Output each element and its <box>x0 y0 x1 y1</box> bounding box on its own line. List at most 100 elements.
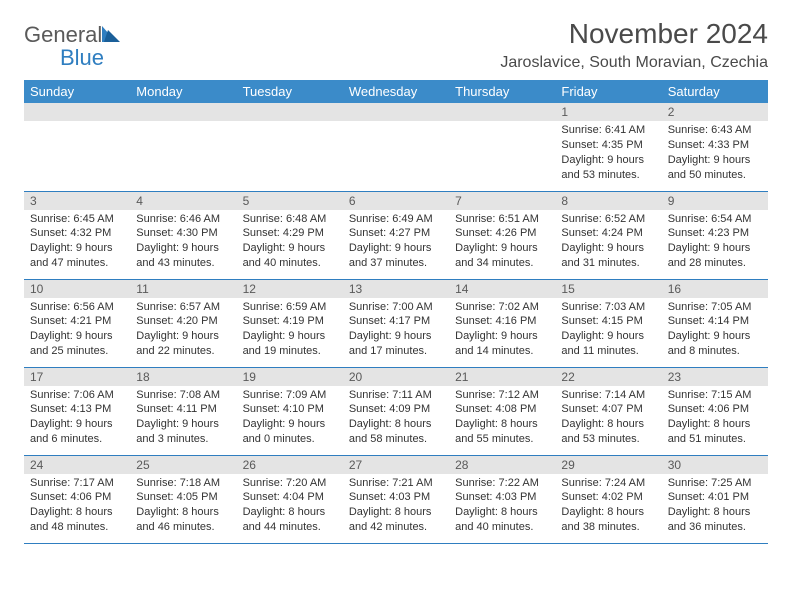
daylight-text: Daylight: 8 hours and 36 minutes. <box>668 505 762 535</box>
day-details: Sunrise: 6:54 AMSunset: 4:23 PMDaylight:… <box>662 210 768 275</box>
sunset-text: Sunset: 4:16 PM <box>455 314 549 329</box>
day-details: Sunrise: 7:09 AMSunset: 4:10 PMDaylight:… <box>237 386 343 451</box>
sunrise-text: Sunrise: 7:03 AM <box>561 300 655 315</box>
daylight-text: Daylight: 9 hours and 17 minutes. <box>349 329 443 359</box>
weekday-header: Thursday <box>449 80 555 103</box>
sunrise-text: Sunrise: 7:09 AM <box>243 388 337 403</box>
day-number: 30 <box>662 456 768 474</box>
calendar-day-cell: 14Sunrise: 7:02 AMSunset: 4:16 PMDayligh… <box>449 279 555 367</box>
sunset-text: Sunset: 4:21 PM <box>30 314 124 329</box>
sail-icon <box>102 26 122 47</box>
day-details: Sunrise: 7:06 AMSunset: 4:13 PMDaylight:… <box>24 386 130 451</box>
day-details: Sunrise: 7:00 AMSunset: 4:17 PMDaylight:… <box>343 298 449 363</box>
day-details: Sunrise: 7:12 AMSunset: 4:08 PMDaylight:… <box>449 386 555 451</box>
day-number: 9 <box>662 192 768 210</box>
daylight-text: Daylight: 9 hours and 28 minutes. <box>668 241 762 271</box>
sunrise-text: Sunrise: 6:57 AM <box>136 300 230 315</box>
day-details: Sunrise: 7:17 AMSunset: 4:06 PMDaylight:… <box>24 474 130 539</box>
sunset-text: Sunset: 4:06 PM <box>30 490 124 505</box>
daylight-text: Daylight: 9 hours and 50 minutes. <box>668 153 762 183</box>
daylight-text: Daylight: 9 hours and 3 minutes. <box>136 417 230 447</box>
daylight-text: Daylight: 9 hours and 14 minutes. <box>455 329 549 359</box>
sunrise-text: Sunrise: 7:08 AM <box>136 388 230 403</box>
day-number: 14 <box>449 280 555 298</box>
calendar-day-cell: 13Sunrise: 7:00 AMSunset: 4:17 PMDayligh… <box>343 279 449 367</box>
calendar-day-cell: 16Sunrise: 7:05 AMSunset: 4:14 PMDayligh… <box>662 279 768 367</box>
sunrise-text: Sunrise: 6:46 AM <box>136 212 230 227</box>
sunset-text: Sunset: 4:29 PM <box>243 226 337 241</box>
day-number: 25 <box>130 456 236 474</box>
daylight-text: Daylight: 9 hours and 8 minutes. <box>668 329 762 359</box>
sunset-text: Sunset: 4:26 PM <box>455 226 549 241</box>
day-number <box>237 103 343 121</box>
day-number: 3 <box>24 192 130 210</box>
logo: General Blue <box>24 18 122 70</box>
weekday-header: Wednesday <box>343 80 449 103</box>
sunrise-text: Sunrise: 6:54 AM <box>668 212 762 227</box>
daylight-text: Daylight: 8 hours and 58 minutes. <box>349 417 443 447</box>
sunset-text: Sunset: 4:03 PM <box>455 490 549 505</box>
calendar-day-cell: 26Sunrise: 7:20 AMSunset: 4:04 PMDayligh… <box>237 455 343 543</box>
calendar-day-cell: 30Sunrise: 7:25 AMSunset: 4:01 PMDayligh… <box>662 455 768 543</box>
calendar-day-cell: 10Sunrise: 6:56 AMSunset: 4:21 PMDayligh… <box>24 279 130 367</box>
daylight-text: Daylight: 9 hours and 6 minutes. <box>30 417 124 447</box>
daylight-text: Daylight: 8 hours and 40 minutes. <box>455 505 549 535</box>
daylight-text: Daylight: 8 hours and 55 minutes. <box>455 417 549 447</box>
daylight-text: Daylight: 9 hours and 37 minutes. <box>349 241 443 271</box>
sunset-text: Sunset: 4:02 PM <box>561 490 655 505</box>
calendar-day-cell: 25Sunrise: 7:18 AMSunset: 4:05 PMDayligh… <box>130 455 236 543</box>
day-number: 21 <box>449 368 555 386</box>
sunrise-text: Sunrise: 7:14 AM <box>561 388 655 403</box>
logo-text-block: General Blue <box>24 24 122 70</box>
sunset-text: Sunset: 4:03 PM <box>349 490 443 505</box>
sunrise-text: Sunrise: 6:52 AM <box>561 212 655 227</box>
daylight-text: Daylight: 8 hours and 46 minutes. <box>136 505 230 535</box>
calendar-week-row: 10Sunrise: 6:56 AMSunset: 4:21 PMDayligh… <box>24 279 768 367</box>
day-details: Sunrise: 7:20 AMSunset: 4:04 PMDaylight:… <box>237 474 343 539</box>
sunrise-text: Sunrise: 7:00 AM <box>349 300 443 315</box>
day-details: Sunrise: 6:49 AMSunset: 4:27 PMDaylight:… <box>343 210 449 275</box>
daylight-text: Daylight: 8 hours and 42 minutes. <box>349 505 443 535</box>
day-number: 5 <box>237 192 343 210</box>
sunset-text: Sunset: 4:10 PM <box>243 402 337 417</box>
sunset-text: Sunset: 4:20 PM <box>136 314 230 329</box>
calendar-day-cell: 29Sunrise: 7:24 AMSunset: 4:02 PMDayligh… <box>555 455 661 543</box>
day-number: 23 <box>662 368 768 386</box>
daylight-text: Daylight: 8 hours and 48 minutes. <box>30 505 124 535</box>
sunrise-text: Sunrise: 7:15 AM <box>668 388 762 403</box>
day-number <box>343 103 449 121</box>
day-number: 7 <box>449 192 555 210</box>
day-number: 11 <box>130 280 236 298</box>
calendar-day-cell: 9Sunrise: 6:54 AMSunset: 4:23 PMDaylight… <box>662 191 768 279</box>
day-number: 22 <box>555 368 661 386</box>
day-number <box>130 103 236 121</box>
sunset-text: Sunset: 4:11 PM <box>136 402 230 417</box>
sunset-text: Sunset: 4:08 PM <box>455 402 549 417</box>
calendar-body: 1Sunrise: 6:41 AMSunset: 4:35 PMDaylight… <box>24 103 768 543</box>
day-number: 4 <box>130 192 236 210</box>
day-details: Sunrise: 6:56 AMSunset: 4:21 PMDaylight:… <box>24 298 130 363</box>
day-number: 16 <box>662 280 768 298</box>
header-right: November 2024 Jaroslavice, South Moravia… <box>500 18 768 72</box>
sunrise-text: Sunrise: 7:17 AM <box>30 476 124 491</box>
calendar-day-cell <box>237 103 343 191</box>
calendar-day-cell: 1Sunrise: 6:41 AMSunset: 4:35 PMDaylight… <box>555 103 661 191</box>
day-number: 17 <box>24 368 130 386</box>
calendar-day-cell: 27Sunrise: 7:21 AMSunset: 4:03 PMDayligh… <box>343 455 449 543</box>
day-details: Sunrise: 6:46 AMSunset: 4:30 PMDaylight:… <box>130 210 236 275</box>
day-number: 28 <box>449 456 555 474</box>
day-details <box>343 121 449 179</box>
day-details <box>449 121 555 179</box>
sunset-text: Sunset: 4:30 PM <box>136 226 230 241</box>
day-details: Sunrise: 7:02 AMSunset: 4:16 PMDaylight:… <box>449 298 555 363</box>
day-details: Sunrise: 6:59 AMSunset: 4:19 PMDaylight:… <box>237 298 343 363</box>
daylight-text: Daylight: 8 hours and 51 minutes. <box>668 417 762 447</box>
sunrise-text: Sunrise: 7:20 AM <box>243 476 337 491</box>
sunrise-text: Sunrise: 7:11 AM <box>349 388 443 403</box>
day-number: 10 <box>24 280 130 298</box>
weekday-header: Saturday <box>662 80 768 103</box>
calendar-day-cell: 23Sunrise: 7:15 AMSunset: 4:06 PMDayligh… <box>662 367 768 455</box>
day-details: Sunrise: 6:51 AMSunset: 4:26 PMDaylight:… <box>449 210 555 275</box>
sunrise-text: Sunrise: 7:02 AM <box>455 300 549 315</box>
sunset-text: Sunset: 4:05 PM <box>136 490 230 505</box>
